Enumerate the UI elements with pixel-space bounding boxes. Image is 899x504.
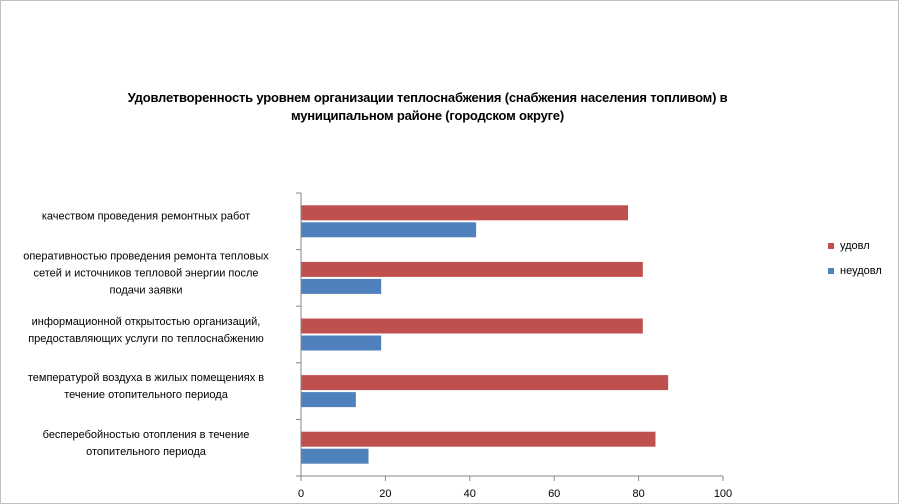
legend-swatch-udovl: [828, 242, 834, 249]
x-tick-label-80: 80: [632, 488, 644, 500]
legend-swatch-neudovl: [828, 267, 834, 274]
legend-label-udovl: удовл: [840, 239, 870, 252]
bar-neudovl-3: [301, 392, 356, 408]
legend-item-udovl: удовл: [828, 233, 882, 258]
category-label-0: качеством проведения ремонтных работ: [1, 209, 291, 226]
category-label-4: бесперебойностью отопления в течение отоп…: [1, 427, 291, 461]
x-tick-label-0: 0: [298, 488, 304, 500]
category-label-1-line-2: подачи заявки: [109, 284, 183, 297]
x-tick-label-40: 40: [464, 488, 476, 500]
bar-neudovl-2: [301, 335, 382, 351]
x-tick-label-60: 60: [548, 488, 560, 500]
bar-udovl-2: [301, 318, 643, 334]
category-label-4-line-1: отопительного периода: [86, 445, 206, 458]
legend: удовл неудовл: [828, 233, 882, 283]
bar-udovl-3: [301, 375, 669, 391]
category-label-2-line-1: предоставляющих услуги по теплоснабжению: [28, 332, 264, 345]
x-tick-label-20: 20: [379, 488, 391, 500]
category-label-1-line-1: сетей и источников тепловой энергии посл…: [33, 267, 259, 280]
category-label-3: температурой воздуха в жилых помещениях …: [1, 370, 291, 404]
bar-udovl-1: [301, 261, 643, 277]
legend-label-neudovl: неудовл: [840, 264, 882, 277]
category-label-0-line-0: качеством проведения ремонтных работ: [41, 210, 251, 223]
bar-neudovl-4: [301, 448, 369, 464]
category-label-2: информационной открытостью организаций, п…: [1, 314, 291, 348]
category-label-4-line-0: бесперебойностью отопления в течение: [42, 428, 250, 441]
category-label-3-line-0: температурой воздуха в жилых помещениях …: [27, 372, 265, 385]
category-label-1: оперативностью проведения ремонта теплов…: [1, 248, 291, 299]
bar-udovl-0: [301, 205, 629, 221]
chart-title-line-2: муниципальном районе (городском округе): [291, 108, 564, 123]
category-label-2-line-0: информационной открытостью организаций,: [31, 315, 261, 328]
bar-udovl-4: [301, 431, 656, 447]
chart-title-line-1: Удовлетворенность уровнем организации те…: [127, 90, 728, 105]
bar-neudovl-1: [301, 278, 382, 294]
chart-title: Удовлетворенность уровнем организации те…: [60, 89, 795, 125]
x-tick-label-100: 100: [714, 488, 732, 500]
bar-neudovl-0: [301, 222, 477, 238]
category-label-3-line-1: течение отопительного периода: [64, 389, 228, 402]
category-label-1-line-0: оперативностью проведения ремонта теплов…: [23, 250, 269, 263]
legend-item-neudovl: неудовл: [828, 258, 882, 283]
